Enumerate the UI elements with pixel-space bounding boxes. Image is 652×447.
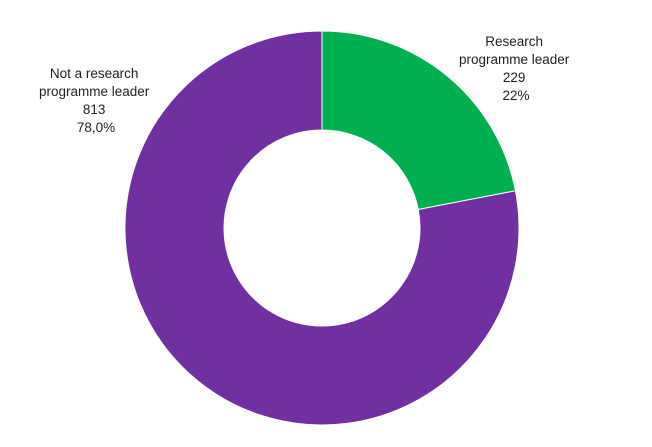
slice-percent-label: 22% bbox=[502, 88, 529, 103]
slice-label-line: programme leader bbox=[459, 52, 570, 67]
slice-value-label: 229 bbox=[503, 70, 526, 85]
slice-label-research-leader: Research programme leader 229 22% bbox=[459, 34, 573, 103]
donut-slices bbox=[124, 30, 520, 426]
slice-value-label: 813 bbox=[83, 102, 106, 117]
slice-label-line: Research bbox=[485, 34, 543, 49]
slice-label-line: Not a research bbox=[50, 66, 139, 81]
slice-label-line: programme leader bbox=[39, 84, 150, 99]
donut-slice-1 bbox=[124, 30, 520, 426]
slice-percent-label: 78,0% bbox=[77, 120, 115, 135]
slice-label-not-research-leader: Not a research programme leader 813 78,0… bbox=[39, 66, 153, 135]
donut-slice-0 bbox=[321, 30, 517, 211]
